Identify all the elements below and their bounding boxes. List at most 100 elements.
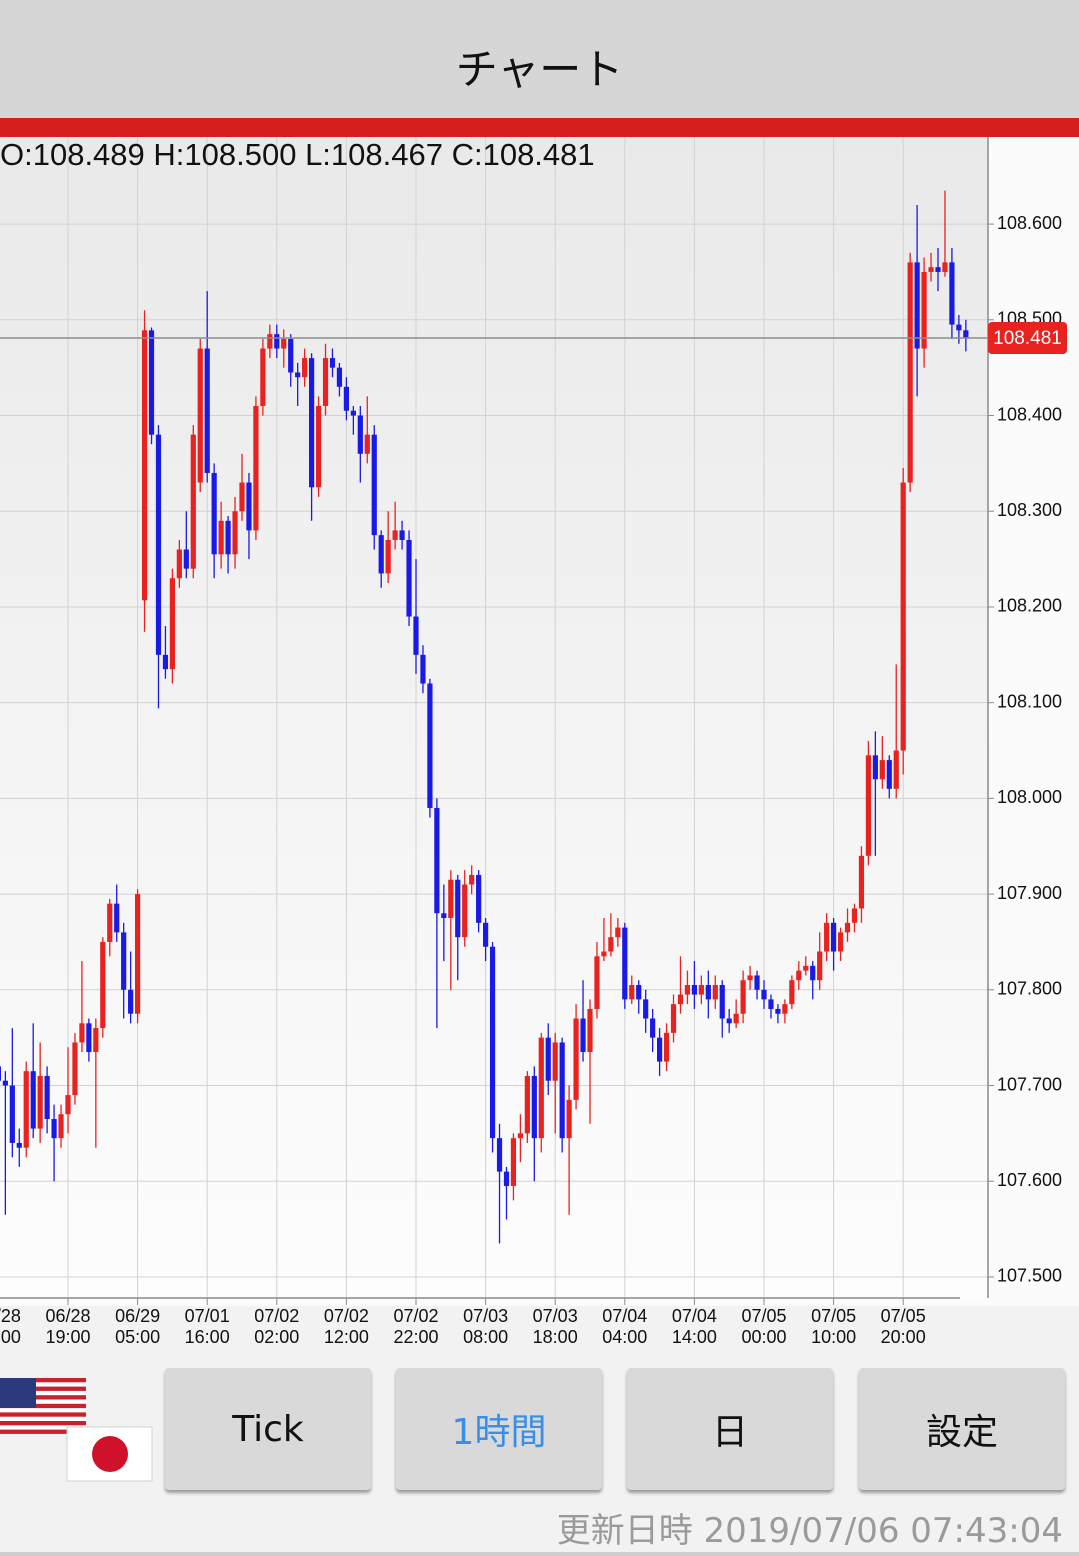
x-tick-label: 06/28 19:00 <box>45 1306 91 1347</box>
japan-flag <box>66 1426 153 1482</box>
candle-body <box>350 410 356 416</box>
settings-button[interactable]: 設定 <box>859 1368 1065 1490</box>
candle-body <box>817 951 823 981</box>
candle-body <box>190 434 196 569</box>
candle-body <box>684 985 691 995</box>
candle-body <box>86 1023 92 1053</box>
candle-body <box>288 338 294 373</box>
candle-body <box>552 1042 558 1081</box>
candle-body <box>789 980 795 1005</box>
candle-body <box>949 262 955 325</box>
y-tick-label: 107.500 <box>997 1266 1062 1286</box>
candle-body <box>0 1066 1 1081</box>
candle-body <box>357 415 363 454</box>
x-tick-label: 07/02 12:00 <box>323 1306 369 1347</box>
y-tick-label: 108.100 <box>997 691 1062 711</box>
candle-body <box>176 549 182 579</box>
accent-bar <box>0 118 1079 137</box>
x-tick-label: 07/05 20:00 <box>880 1306 926 1347</box>
candle-body <box>719 985 725 1019</box>
candle-body <box>336 367 343 387</box>
candle-body <box>114 903 120 933</box>
y-tick-label: 108.000 <box>997 787 1062 807</box>
candle-body <box>135 894 141 1014</box>
candle-body <box>747 975 753 981</box>
candle-body <box>837 932 844 952</box>
candle-body <box>691 985 697 995</box>
candle-body <box>462 884 468 938</box>
candle-body <box>315 405 322 488</box>
y-tick-label: 108.400 <box>997 404 1062 424</box>
candle-body <box>594 956 600 1009</box>
candle-body <box>545 1037 551 1081</box>
candle-body <box>72 1042 78 1096</box>
currency-flags <box>0 1378 153 1482</box>
candle-body <box>427 683 433 808</box>
screen-title: チャート <box>455 45 624 94</box>
candle-body <box>406 539 412 617</box>
candle-body <box>663 1032 670 1062</box>
candle-body <box>385 539 391 574</box>
candle-body <box>100 941 106 1029</box>
candle-body <box>58 1114 64 1139</box>
candle-body <box>496 1138 503 1172</box>
candle-body <box>824 922 830 952</box>
candle-body <box>364 434 370 454</box>
candle-body <box>155 434 162 655</box>
candle-body <box>615 927 621 938</box>
candle-body <box>580 1018 586 1053</box>
day-button[interactable]: 日 <box>627 1368 833 1490</box>
candle-body <box>197 348 203 483</box>
candle-body <box>510 1138 517 1187</box>
x-tick-label: 07/03 08:00 <box>463 1306 509 1347</box>
candle-body <box>670 1004 677 1033</box>
candle-body <box>128 989 134 1014</box>
candle-body <box>204 348 210 473</box>
candle-body <box>677 994 684 1005</box>
candle-body <box>51 1119 57 1139</box>
candle-body <box>274 334 280 349</box>
candle-body <box>782 1004 788 1014</box>
candle-body <box>441 913 447 919</box>
candle-body <box>893 750 899 789</box>
candle-body <box>413 616 419 655</box>
candle-body <box>587 1008 593 1053</box>
candle-body <box>921 271 927 349</box>
candle-body <box>434 807 440 914</box>
candle-body <box>121 932 127 990</box>
candle-body <box>942 262 948 272</box>
candle-body <box>79 1023 85 1043</box>
y-tick-label: 108.200 <box>997 596 1062 616</box>
y-tick-label: 107.800 <box>997 979 1062 999</box>
candle-body <box>16 1142 22 1148</box>
candle-body <box>858 855 865 909</box>
y-tick-label: 108.300 <box>997 500 1062 520</box>
candle-body <box>225 520 231 555</box>
candle-body <box>37 1075 43 1129</box>
candle-body <box>239 482 245 512</box>
candle-body <box>378 535 384 574</box>
candle-body <box>267 334 273 349</box>
tick-button[interactable]: Tick <box>165 1368 371 1490</box>
y-tick-label: 107.700 <box>997 1074 1062 1094</box>
candle-body <box>810 965 816 981</box>
candle-body <box>705 985 711 1000</box>
x-tick-label: 07/02 02:00 <box>254 1306 300 1347</box>
candle-body <box>503 1171 510 1187</box>
candle-body <box>399 530 405 540</box>
x-axis-labels: 06/28 09:00 06/28 19:00 06/29 05:00 07/01 1… <box>0 1306 1079 1356</box>
candle-body <box>928 267 934 272</box>
candle-body <box>712 985 718 1000</box>
candle-body <box>302 358 308 378</box>
x-tick-label: 07/05 00:00 <box>741 1306 787 1347</box>
candle-body <box>803 965 809 971</box>
x-tick-label: 07/05 10:00 <box>811 1306 857 1347</box>
candle-body <box>30 1071 36 1129</box>
candle-body <box>371 434 377 536</box>
candle-body <box>169 578 175 670</box>
us-flag <box>0 1378 86 1434</box>
hour-button[interactable]: 1時間 <box>396 1368 602 1490</box>
candle-body <box>761 989 767 1000</box>
candle-body <box>629 985 635 1000</box>
candle-body <box>872 755 878 780</box>
